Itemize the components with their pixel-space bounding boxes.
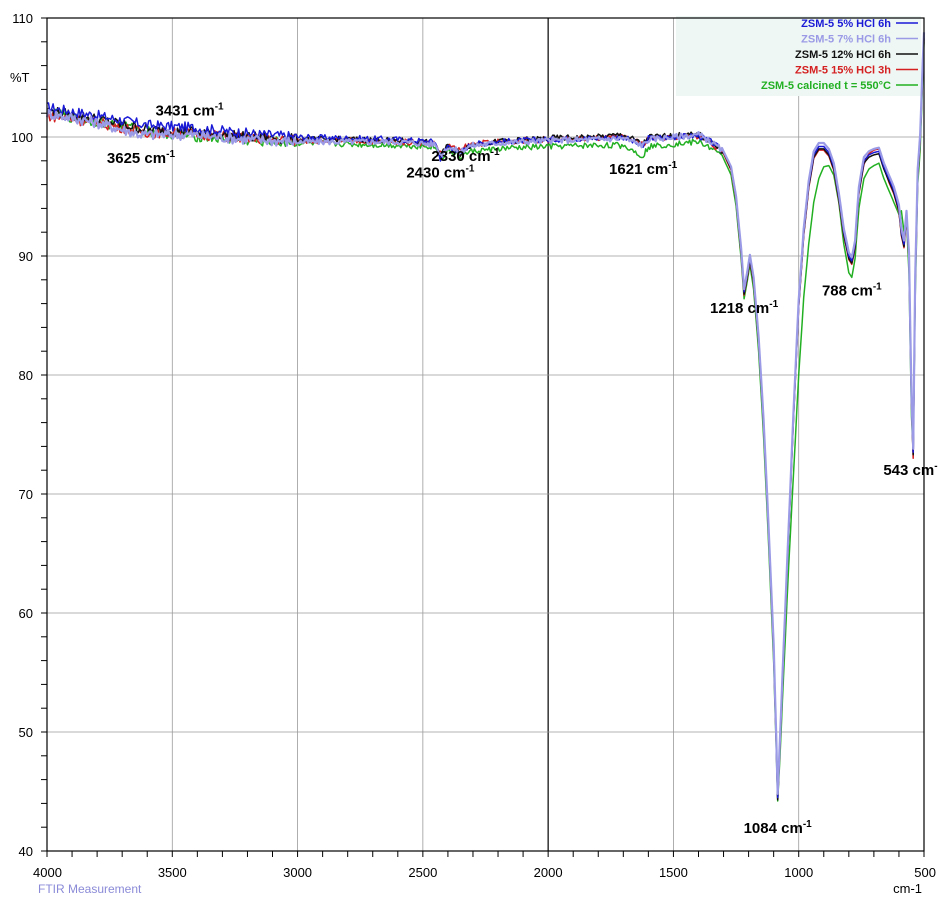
x-axis-unit: cm-1 <box>893 881 922 896</box>
peak-annotation: 1084 cm-1 <box>744 819 813 837</box>
legend-label: ZSM-5 12% HCl 6h <box>795 49 891 61</box>
y-tick-label: 80 <box>19 368 33 383</box>
minor-ticks <box>41 17 925 857</box>
peak-annotation: 3431 cm-1 <box>156 102 225 120</box>
series-line <box>45 32 926 796</box>
peak-annotation: 1218 cm-1 <box>710 299 779 317</box>
x-tick-label: 2500 <box>408 865 437 880</box>
y-tick-label: 60 <box>19 606 33 621</box>
y-tick-label: 90 <box>19 249 33 264</box>
x-tick-label: 500 <box>914 865 936 880</box>
x-tick-label: 2000 <box>534 865 563 880</box>
x-tick-labels: 4000 3500 3000 2500 2000 1500 1000 500 <box>33 865 936 880</box>
y-tick-label: 70 <box>19 487 33 502</box>
y-tick-labels: 40 50 60 70 80 90 100 110 <box>11 11 33 859</box>
peak-annotation: 2330 cm-1 <box>431 147 500 165</box>
y-tick-label: 100 <box>11 130 33 145</box>
legend-items: ZSM-5 5% HCl 6h ZSM-5 7% HCl 6h ZSM-5 12% … <box>761 18 918 92</box>
peak-annotation: 543 cm-1 <box>883 461 938 479</box>
y-tick-label: 110 <box>12 11 33 26</box>
legend-label: ZSM-5 calcined t = 550°C <box>761 80 891 92</box>
peak-annotation: 2430 cm-1 <box>406 163 475 181</box>
legend-background <box>676 16 921 96</box>
legend <box>676 16 921 96</box>
x-tick-label: 1500 <box>659 865 688 880</box>
y-tick-label: 50 <box>19 725 33 740</box>
legend-label: ZSM-5 7% HCl 6h <box>801 34 891 46</box>
peak-annotation: 788 cm-1 <box>822 281 882 299</box>
peak-annotation: 1621 cm-1 <box>609 160 678 178</box>
peak-annotation: 3625 cm-1 <box>107 149 176 167</box>
y-axis-label: %T <box>10 70 30 85</box>
x-tick-label: 3000 <box>283 865 312 880</box>
x-tick-label: 3500 <box>158 865 187 880</box>
footer-label: FTIR Measurement <box>38 882 142 896</box>
y-tick-label: 40 <box>19 844 33 859</box>
x-tick-label: 1000 <box>784 865 813 880</box>
plot-frame <box>46 17 925 852</box>
x-tick-label: 4000 <box>33 865 62 880</box>
series-layer <box>45 32 926 802</box>
legend-label: ZSM-5 15% HCl 3h <box>795 65 891 77</box>
legend-label: ZSM-5 5% HCl 6h <box>801 18 891 30</box>
